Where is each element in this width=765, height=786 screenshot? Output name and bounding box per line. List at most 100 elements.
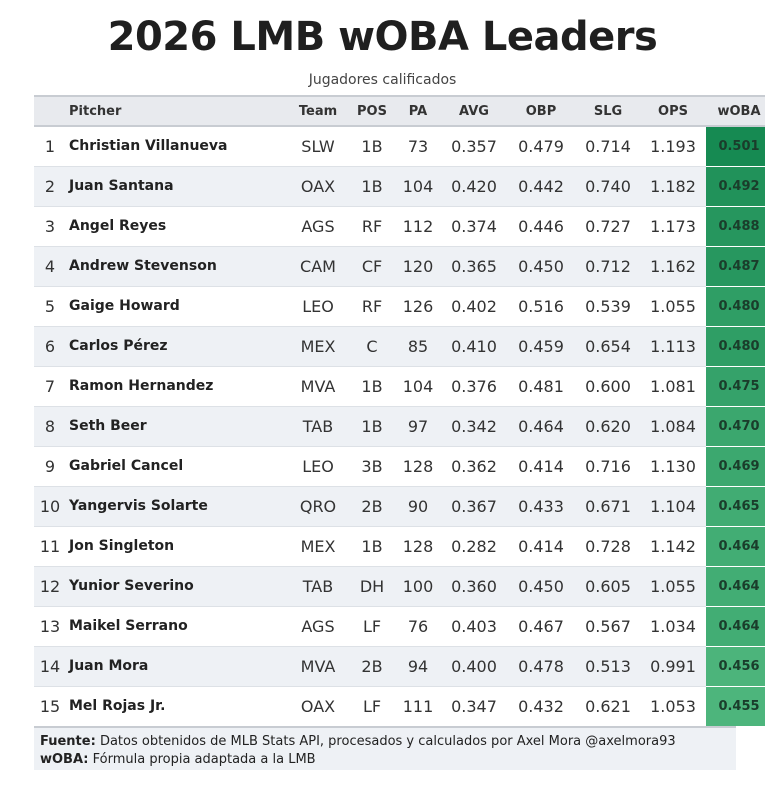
cell-pos: 2B (350, 646, 394, 687)
cell-pa: 104 (394, 166, 442, 207)
footer-source-text: Datos obtenidos de MLB Stats API, proces… (99, 734, 676, 749)
cell-pitcher-name: Christian Villanueva (66, 126, 286, 167)
cell-slg: 0.620 (576, 406, 640, 447)
cell-slg: 0.712 (576, 246, 640, 287)
cell-woba: 0.456 (706, 646, 765, 687)
cell-avg: 0.347 (442, 686, 506, 727)
table-row: 5 Gaige Howard LEO RF 126 0.402 0.516 0.539 1.05… (34, 286, 765, 327)
table-row: 9 Gabriel Cancel LEO 3B 128 0.362 0.414 0.716 1.… (34, 446, 765, 487)
cell-obp: 0.464 (506, 406, 576, 447)
table-row: 12 Yunior Severino TAB DH 100 0.360 0.450 0.605… (34, 566, 765, 607)
cell-woba: 0.501 (706, 126, 765, 167)
cell-avg: 0.410 (442, 326, 506, 367)
cell-team: MVA (286, 646, 350, 687)
cell-pa: 128 (394, 446, 442, 487)
cell-obp: 0.432 (506, 686, 576, 727)
cell-avg: 0.282 (442, 526, 506, 567)
footer-notes: Fuente: Datos obtenidos de MLB Stats API… (34, 726, 736, 770)
cell-rank: 15 (34, 686, 66, 727)
cell-slg: 0.513 (576, 646, 640, 687)
cell-team: LEO (286, 286, 350, 327)
cell-pa: 112 (394, 206, 442, 247)
footer-woba-label: wOBA: (40, 752, 89, 767)
cell-rank: 11 (34, 526, 66, 567)
cell-obp: 0.516 (506, 286, 576, 327)
cell-avg: 0.376 (442, 366, 506, 407)
cell-avg: 0.400 (442, 646, 506, 687)
cell-team: AGS (286, 606, 350, 647)
cell-slg: 0.654 (576, 326, 640, 367)
cell-ops: 1.055 (640, 566, 706, 607)
header-obp: OBP (506, 95, 576, 127)
cell-rank: 7 (34, 366, 66, 407)
cell-slg: 0.727 (576, 206, 640, 247)
cell-obp: 0.433 (506, 486, 576, 527)
table-row: 8 Seth Beer TAB 1B 97 0.342 0.464 0.620 1.084 0.4… (34, 406, 765, 447)
footer-source-label: Fuente: (40, 734, 96, 749)
header-pos: POS (350, 95, 394, 127)
cell-woba: 0.465 (706, 486, 765, 527)
header-avg: AVG (442, 95, 506, 127)
cell-pa: 85 (394, 326, 442, 367)
cell-woba: 0.455 (706, 686, 765, 727)
cell-pitcher-name: Jon Singleton (66, 526, 286, 567)
cell-avg: 0.420 (442, 166, 506, 207)
cell-obp: 0.467 (506, 606, 576, 647)
cell-obp: 0.450 (506, 246, 576, 287)
footer-woba-text: Fórmula propia adaptada a la LMB (92, 752, 316, 767)
cell-team: TAB (286, 566, 350, 607)
cell-pitcher-name: Mel Rojas Jr. (66, 686, 286, 727)
cell-slg: 0.539 (576, 286, 640, 327)
cell-woba: 0.480 (706, 326, 765, 367)
cell-slg: 0.621 (576, 686, 640, 727)
cell-woba: 0.475 (706, 366, 765, 407)
cell-avg: 0.357 (442, 126, 506, 167)
table-row: 3 Angel Reyes AGS RF 112 0.374 0.446 0.727 1.173… (34, 206, 765, 247)
leaders-table-container: Pitcher Team POS PA AVG OBP SLG OPS wOBA… (34, 95, 765, 727)
cell-pos: 1B (350, 166, 394, 207)
cell-pa: 76 (394, 606, 442, 647)
cell-woba: 0.470 (706, 406, 765, 447)
cell-pa: 111 (394, 686, 442, 727)
table-row: 15 Mel Rojas Jr. OAX LF 111 0.347 0.432 0.621 1.… (34, 686, 765, 727)
cell-rank: 14 (34, 646, 66, 687)
cell-pa: 90 (394, 486, 442, 527)
cell-obp: 0.414 (506, 526, 576, 567)
cell-ops: 1.182 (640, 166, 706, 207)
cell-slg: 0.716 (576, 446, 640, 487)
cell-pitcher-name: Angel Reyes (66, 206, 286, 247)
cell-ops: 1.173 (640, 206, 706, 247)
table-row: 6 Carlos Pérez MEX C 85 0.410 0.459 0.654 1.113 0… (34, 326, 765, 367)
cell-slg: 0.567 (576, 606, 640, 647)
cell-avg: 0.360 (442, 566, 506, 607)
header-rank (34, 95, 66, 127)
cell-ops: 0.991 (640, 646, 706, 687)
cell-ops: 1.081 (640, 366, 706, 407)
cell-slg: 0.671 (576, 486, 640, 527)
leaders-table: Pitcher Team POS PA AVG OBP SLG OPS wOBA… (34, 95, 765, 727)
header-slg: SLG (576, 95, 640, 127)
cell-team: MVA (286, 366, 350, 407)
header-team: Team (286, 95, 350, 127)
cell-pitcher-name: Carlos Pérez (66, 326, 286, 367)
cell-woba: 0.480 (706, 286, 765, 327)
cell-woba: 0.487 (706, 246, 765, 287)
cell-rank: 4 (34, 246, 66, 287)
cell-slg: 0.600 (576, 366, 640, 407)
cell-pitcher-name: Juan Santana (66, 166, 286, 207)
header-pitcher: Pitcher (66, 95, 286, 127)
cell-ops: 1.162 (640, 246, 706, 287)
cell-pa: 73 (394, 126, 442, 167)
cell-pa: 128 (394, 526, 442, 567)
cell-team: OAX (286, 166, 350, 207)
cell-pitcher-name: Andrew Stevenson (66, 246, 286, 287)
cell-pa: 126 (394, 286, 442, 327)
cell-slg: 0.714 (576, 126, 640, 167)
cell-obp: 0.450 (506, 566, 576, 607)
table-body: 1 Christian Villanueva SLW 1B 73 0.357 0.479 0.… (34, 126, 765, 727)
cell-pa: 120 (394, 246, 442, 287)
cell-rank: 6 (34, 326, 66, 367)
cell-ops: 1.053 (640, 686, 706, 727)
cell-pitcher-name: Yunior Severino (66, 566, 286, 607)
cell-woba: 0.488 (706, 206, 765, 247)
